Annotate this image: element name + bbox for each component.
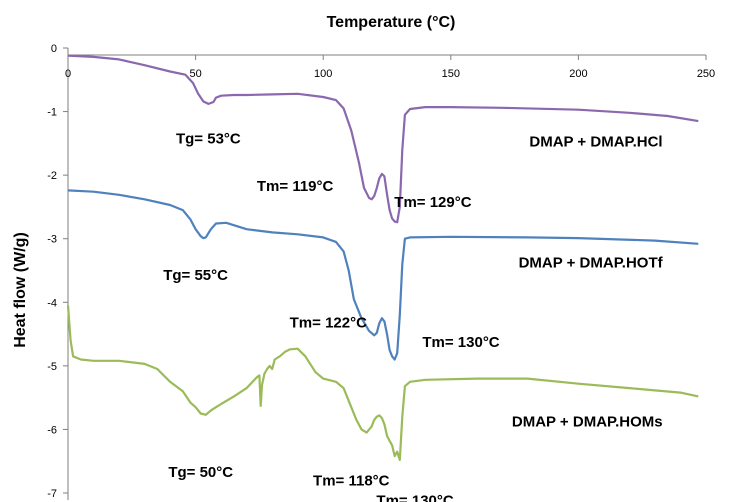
x-tick-label: 150: [442, 68, 460, 80]
series-line-2: [67, 189, 699, 361]
peak-annotation: Tm= 130°C: [376, 493, 453, 502]
x-axis-title: Temperature (°C): [327, 14, 456, 31]
y-axis-ticks: 0 -1 -2 -3 -4 -5 -6 -7: [47, 43, 68, 500]
x-tick-label: 50: [189, 68, 201, 80]
x-tick-label: 250: [697, 68, 715, 80]
series-line-1: [67, 54, 699, 224]
y-tick-label: -7: [47, 488, 57, 500]
x-axis-ticks: 0 50 100 150 200 250: [65, 55, 715, 80]
y-tick-label: -2: [47, 170, 57, 182]
x-tick-label: 200: [569, 68, 587, 80]
annotation-layer: Tg= 53°C Tm= 119°C Tm= 129°C DMAP + DMAP.HC…: [163, 130, 663, 502]
y-tick-label: -6: [47, 424, 57, 436]
series-label: DMAP + DMAP.HOMs: [512, 413, 663, 430]
x-tick-label: 100: [314, 68, 332, 80]
peak-annotation: Tg= 50°C: [168, 464, 233, 481]
y-tick-label: -1: [47, 107, 57, 119]
peak-annotation: Tm= 122°C: [290, 315, 367, 332]
peak-annotation: Tg= 53°C: [176, 130, 241, 147]
peak-annotation: Tm= 118°C: [313, 472, 390, 489]
y-axis-title: Heat flow (W/g): [12, 232, 29, 348]
x-tick-label: 0: [65, 68, 71, 80]
series-line-3: [66, 305, 699, 461]
series-label: DMAP + DMAP.HCl: [529, 134, 662, 151]
peak-annotation: Tm= 129°C: [394, 194, 471, 211]
series-label: DMAP + DMAP.HOTf: [519, 254, 664, 271]
y-tick-label: -3: [47, 234, 57, 246]
peak-annotation: Tg= 55°C: [163, 267, 228, 284]
peak-annotation: Tm= 119°C: [257, 178, 334, 195]
y-tick-label: -4: [47, 297, 57, 309]
y-tick-label: 0: [51, 43, 57, 55]
peak-annotation: Tm= 130°C: [422, 334, 499, 351]
y-tick-label: -5: [47, 361, 57, 373]
series-layer: [66, 54, 699, 461]
